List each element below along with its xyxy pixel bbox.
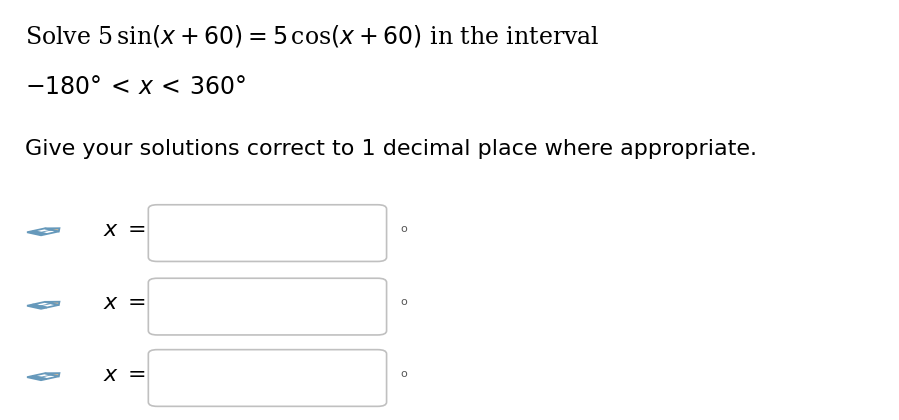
Polygon shape (45, 302, 59, 305)
Polygon shape (27, 231, 47, 235)
Polygon shape (45, 373, 59, 376)
FancyBboxPatch shape (148, 205, 387, 261)
Polygon shape (27, 304, 47, 309)
Polygon shape (32, 302, 58, 307)
FancyBboxPatch shape (148, 349, 387, 407)
Text: $-180°\,<\,x\,<\,360°$: $-180°\,<\,x\,<\,360°$ (25, 76, 246, 99)
Text: o: o (400, 297, 407, 307)
Text: $x\;=$: $x\;=$ (103, 219, 146, 241)
Text: o: o (400, 224, 407, 234)
Text: $x\;=$: $x\;=$ (103, 292, 146, 314)
Polygon shape (32, 373, 58, 379)
Text: Solve 5$\,$sin$(x + 60) = 5\,$cos$(x + 60)$ in the interval: Solve 5$\,$sin$(x + 60) = 5\,$cos$(x + 6… (25, 23, 600, 49)
Polygon shape (45, 228, 59, 231)
Text: $x\;=$: $x\;=$ (103, 364, 146, 386)
Text: o: o (400, 369, 407, 379)
Polygon shape (27, 376, 47, 380)
Polygon shape (32, 228, 58, 234)
FancyBboxPatch shape (148, 278, 387, 335)
Text: Give your solutions correct to 1 decimal place where appropriate.: Give your solutions correct to 1 decimal… (25, 139, 757, 159)
